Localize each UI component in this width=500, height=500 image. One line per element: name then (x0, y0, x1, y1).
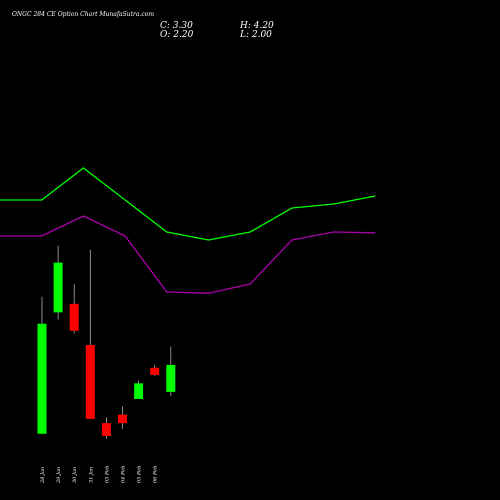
upper-band-line (0, 167, 376, 241)
candle-body-up (53, 262, 63, 313)
candle-body-up (166, 364, 176, 392)
candle-body-down (101, 423, 111, 436)
chart-title: ONGC 284 CE Option Chart MunafaSutra.com (12, 11, 154, 18)
candle-body-down (150, 367, 160, 375)
candle (118, 406, 127, 429)
candle (85, 249, 95, 419)
date-tick-label: 05 Feb (137, 466, 143, 483)
date-tick-label: 29 Jan (56, 467, 62, 484)
candle-body-down (118, 414, 127, 424)
candle (37, 296, 47, 434)
date-tick-label: 04 Feb (121, 466, 127, 483)
close-value: C: 3.30 (160, 21, 193, 31)
date-tick-label: 06 Feb (153, 466, 159, 483)
date-tick-label: 31 Jan (88, 467, 94, 483)
low-value: L: 2.00 (239, 30, 272, 40)
date-tick-label: 30 Jan (72, 467, 78, 483)
candle-body-down (69, 303, 79, 331)
candle (101, 417, 111, 439)
candlestick-series (37, 245, 176, 439)
date-tick-label: 28 Jan (40, 467, 46, 484)
candle (150, 364, 160, 377)
open-value: O: 2.20 (160, 30, 194, 40)
date-tick-label: 03 Feb (104, 466, 110, 483)
candle (69, 283, 79, 334)
candle (134, 380, 144, 399)
date-axis: 28 Jan 29 Jan 30 Jan 31 Jan 03 Feb 04 Feb 05 F… (40, 466, 159, 484)
lower-band-line (0, 215, 376, 294)
candle-body-down (85, 345, 95, 419)
candle-body-up (37, 323, 47, 434)
indicator-bands (0, 167, 376, 294)
high-value: H: 4.20 (239, 21, 274, 31)
candle (166, 346, 176, 397)
candle (53, 245, 63, 320)
candle-body-up (134, 383, 144, 399)
